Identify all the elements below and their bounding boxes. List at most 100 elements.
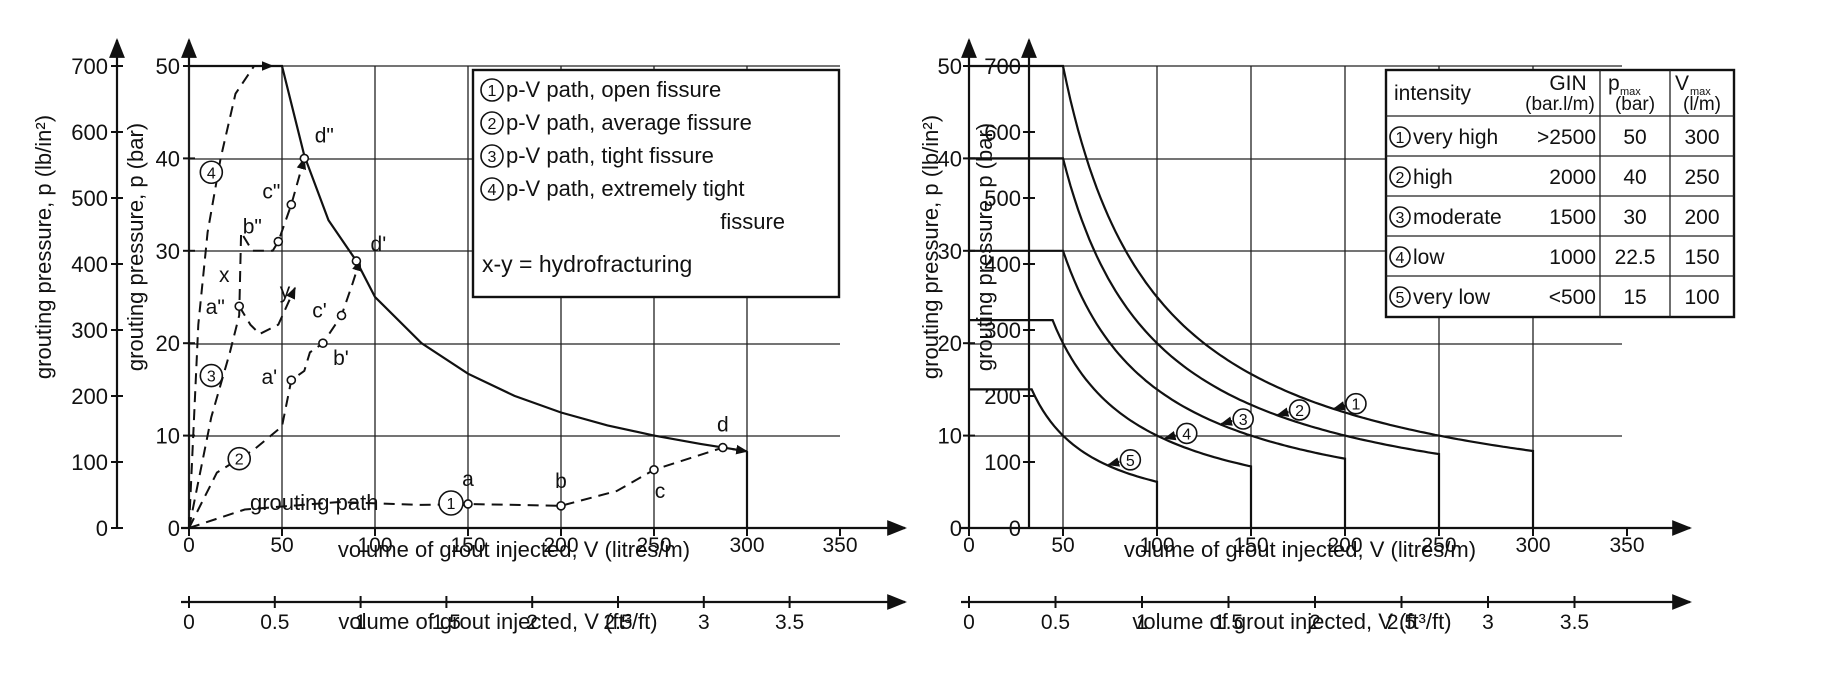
x-tick-label: 0 — [183, 534, 195, 557]
point-label: b" — [243, 216, 262, 239]
curve-callout-2-ring — [1288, 399, 1311, 421]
grouting-path-num-ring — [438, 490, 464, 516]
y-tick-label: 40 — [938, 146, 962, 171]
table-cell-vmax: 200 — [1684, 206, 1719, 229]
gin-curve-3 — [969, 249, 1347, 528]
x2-tick-label: 0.5 — [260, 611, 289, 634]
table-row-num-5: 5 — [1389, 286, 1411, 308]
x2-tick-label: 0 — [183, 611, 195, 634]
table-cell-pmax: 30 — [1623, 206, 1646, 229]
x-tick-label: 200 — [1327, 534, 1362, 557]
y2-axis-title: grouting pressure, p (lb/in²) — [31, 115, 56, 379]
table-row-num-1-num: 1 — [1396, 130, 1405, 147]
table-cells: intensity GIN(bar.l/m)p max(bar)V max(l/m)1… — [1389, 72, 1721, 309]
axes-left — [109, 38, 907, 610]
point-label: y — [280, 280, 291, 303]
y2-axis-title-right: grouting pressure, p (lb/in²) — [918, 115, 943, 379]
axes-right — [961, 38, 1692, 610]
table-header-vmax: V — [1675, 72, 1689, 95]
grouting-path-label: grouting path — [250, 490, 378, 515]
point-label: d' — [371, 233, 387, 256]
table-header-vmax-sub: max — [1690, 86, 1711, 98]
y2-tick-label: 500 — [984, 186, 1021, 211]
x-tick-label: 50 — [1051, 534, 1074, 557]
x2-tick-label: 3.5 — [775, 611, 804, 634]
table-cell-vmax: 250 — [1684, 166, 1719, 189]
table-cell-gin: 1500 — [1549, 206, 1596, 229]
y2-tick-label: 300 — [984, 318, 1021, 343]
y2-tick-label: 100 — [984, 450, 1021, 475]
point-d2 — [299, 153, 310, 164]
gin-curve-4 — [969, 319, 1253, 528]
y2-tick-label: 600 — [984, 120, 1021, 145]
y-tick-label: 50 — [156, 54, 180, 79]
y-tick-label: 20 — [938, 331, 962, 356]
table-cell-vmax: 300 — [1684, 126, 1719, 149]
y2-tick-label: 300 — [71, 318, 108, 343]
table-cell-gin: >2500 — [1537, 126, 1596, 149]
legend-label: fissure — [720, 209, 785, 234]
table-header-pmax-sub: max — [1620, 86, 1641, 98]
legend-num-3-num: 3 — [488, 149, 497, 166]
legend-num-1-ring — [480, 78, 504, 102]
y2-tick-label: 0 — [96, 516, 108, 541]
y-tick-label: 0 — [950, 516, 962, 541]
curve-callout-1: 1 — [1345, 392, 1367, 415]
x2-tick-label: 1.5 — [1214, 611, 1243, 634]
x-tick-label: 300 — [729, 534, 764, 557]
table-row-num-5-ring — [1389, 286, 1411, 308]
table-row-num-2: 2 — [1389, 166, 1411, 188]
path-2-callout: 2 — [227, 446, 252, 471]
legend-num-4-num: 4 — [488, 182, 497, 199]
x-tick-label: 100 — [1139, 534, 1174, 557]
y-tick-label: 0 — [168, 516, 180, 541]
table-row-num-4-ring — [1389, 246, 1411, 268]
x-tick-label: 250 — [636, 534, 671, 557]
x-tick-label: 0 — [963, 534, 975, 557]
hydrofracturing-note: x-y = hydrofracturing — [482, 251, 692, 277]
table-cell-intensity: low — [1413, 246, 1445, 269]
x2-tick-label: 2.5 — [603, 611, 632, 634]
table-header-intensity: intensity — [1394, 82, 1472, 105]
table-cell-intensity: very high — [1413, 126, 1498, 149]
curve-leader-4 — [1163, 430, 1177, 441]
y-tick-label: 30 — [938, 239, 962, 264]
table-cell-pmax: 22.5 — [1615, 246, 1656, 269]
curve-callout-1-num: 1 — [1352, 397, 1361, 414]
pv-path-3 — [188, 157, 306, 529]
curve-callout-4: 4 — [1175, 422, 1198, 445]
point-a2 — [234, 301, 245, 312]
table-header-vmax-unit: (l/m) — [1683, 94, 1721, 115]
y-axis-title-right: grouting pressure, p (bar) — [972, 123, 997, 371]
path-3-callout-num: 3 — [207, 369, 216, 386]
table-cell-intensity: high — [1413, 166, 1453, 189]
table-row-num-5-num: 5 — [1396, 290, 1405, 307]
x2-tick-label: 2.5 — [1387, 611, 1416, 634]
gin-limit-curve — [189, 64, 748, 453]
x-tick-label: 350 — [822, 534, 857, 557]
curve-callout-5-num: 5 — [1126, 453, 1135, 470]
table-header-pmax: p — [1608, 72, 1620, 95]
point-label: b' — [333, 347, 349, 370]
path-4-callout-num: 4 — [207, 165, 216, 182]
y2-tick-label: 700 — [71, 54, 108, 79]
x-tick-label: 50 — [270, 534, 293, 557]
path-4-callout: 4 — [199, 160, 224, 185]
grouting-path-num: 1 — [438, 490, 464, 516]
curve-callout-5: 5 — [1119, 449, 1142, 471]
curve-callout-3-ring — [1232, 408, 1254, 430]
x2-tick-label: 0 — [963, 611, 975, 634]
table-row-num-2-ring — [1389, 166, 1411, 188]
point-label: a — [462, 468, 474, 491]
x2-tick-label: 2 — [526, 611, 538, 634]
x2-tick-label: 3.5 — [1560, 611, 1589, 634]
table-cell-pmax: 40 — [1623, 166, 1646, 189]
x2-axis-title: volume of grout injected, V (ft³/ft) — [338, 609, 657, 634]
point-d — [718, 442, 728, 453]
point-label: x — [219, 264, 230, 287]
table-cell-pmax: 50 — [1623, 126, 1646, 149]
x2-tick-label: 0.5 — [1041, 611, 1070, 634]
